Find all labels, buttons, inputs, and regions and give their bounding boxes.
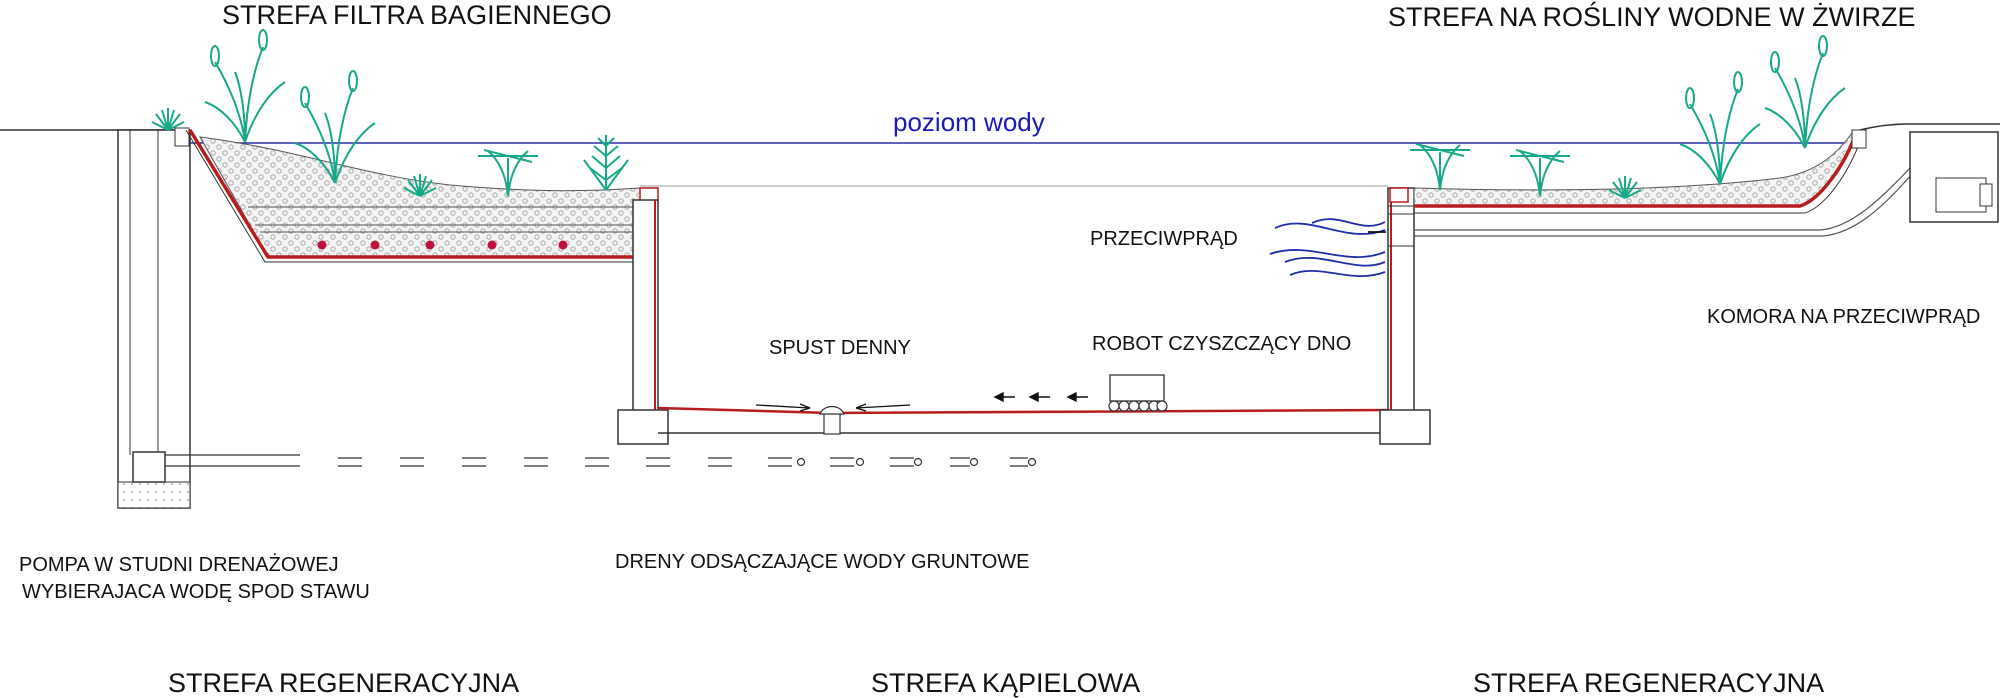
plant-icon xyxy=(204,29,286,143)
label-counter-current-chamber: KOMORA NA PRZECIWPRĄD xyxy=(1707,306,1980,328)
plant-icon xyxy=(1679,71,1761,185)
pool-wall-left xyxy=(617,199,669,445)
counter-current-chamber xyxy=(1909,131,1999,223)
arrow-icon xyxy=(755,403,911,412)
drainage-well xyxy=(117,127,300,509)
filter-drain-dots xyxy=(317,240,568,250)
label-bog-filter-zone: STREFA FILTRA BAGIENNEGO xyxy=(222,0,612,30)
groundwater-drains xyxy=(338,457,1037,467)
label-pump-line2: WYBIERAJACA WODĘ SPOD STAWU xyxy=(22,581,370,603)
label-pump-line1: POMPA W STUDNI DRENAŻOWEJ xyxy=(19,553,339,576)
plant-icon xyxy=(1409,143,1471,191)
plant-icon xyxy=(151,107,185,131)
label-zone-center: STREFA KĄPIELOWA xyxy=(871,668,1140,698)
drain-grate-icon xyxy=(823,411,841,435)
robot-direction-arrows xyxy=(993,391,1088,403)
plant-icon xyxy=(1764,35,1846,149)
ground-line-right xyxy=(1859,123,2000,131)
label-water-level: poziom wody xyxy=(893,107,1045,137)
label-bottom-drain: SPUST DENNY xyxy=(769,337,911,359)
pool-wall-right xyxy=(1379,187,1431,445)
label-zone-right: STREFA REGENERACYJNA xyxy=(1473,668,1824,698)
robot-icon xyxy=(1108,374,1168,412)
pump-icon xyxy=(132,451,166,483)
label-gravel-plant-zone: STREFA NA ROŚLINY WODNE W ŻWIRZE xyxy=(1388,0,1916,32)
gravel-plant-zone xyxy=(1413,129,1913,237)
counter-current-waves xyxy=(1269,218,1386,277)
label-drains: DRENY ODSĄCZAJĄCE WODY GRUNTOWE xyxy=(615,551,1030,573)
label-cleaning-robot: ROBOT CZYSZCZĄCY DNO xyxy=(1092,333,1351,355)
bottom-drain xyxy=(755,403,911,435)
label-zone-left: STREFA REGENERACYJNA xyxy=(168,668,519,698)
pool-floor xyxy=(657,406,1391,434)
plant-icon xyxy=(1509,149,1571,197)
plants-right xyxy=(1409,35,1846,199)
label-counter-current: PRZECIWPRĄD xyxy=(1090,228,1238,250)
bog-filter-basin xyxy=(185,129,659,263)
